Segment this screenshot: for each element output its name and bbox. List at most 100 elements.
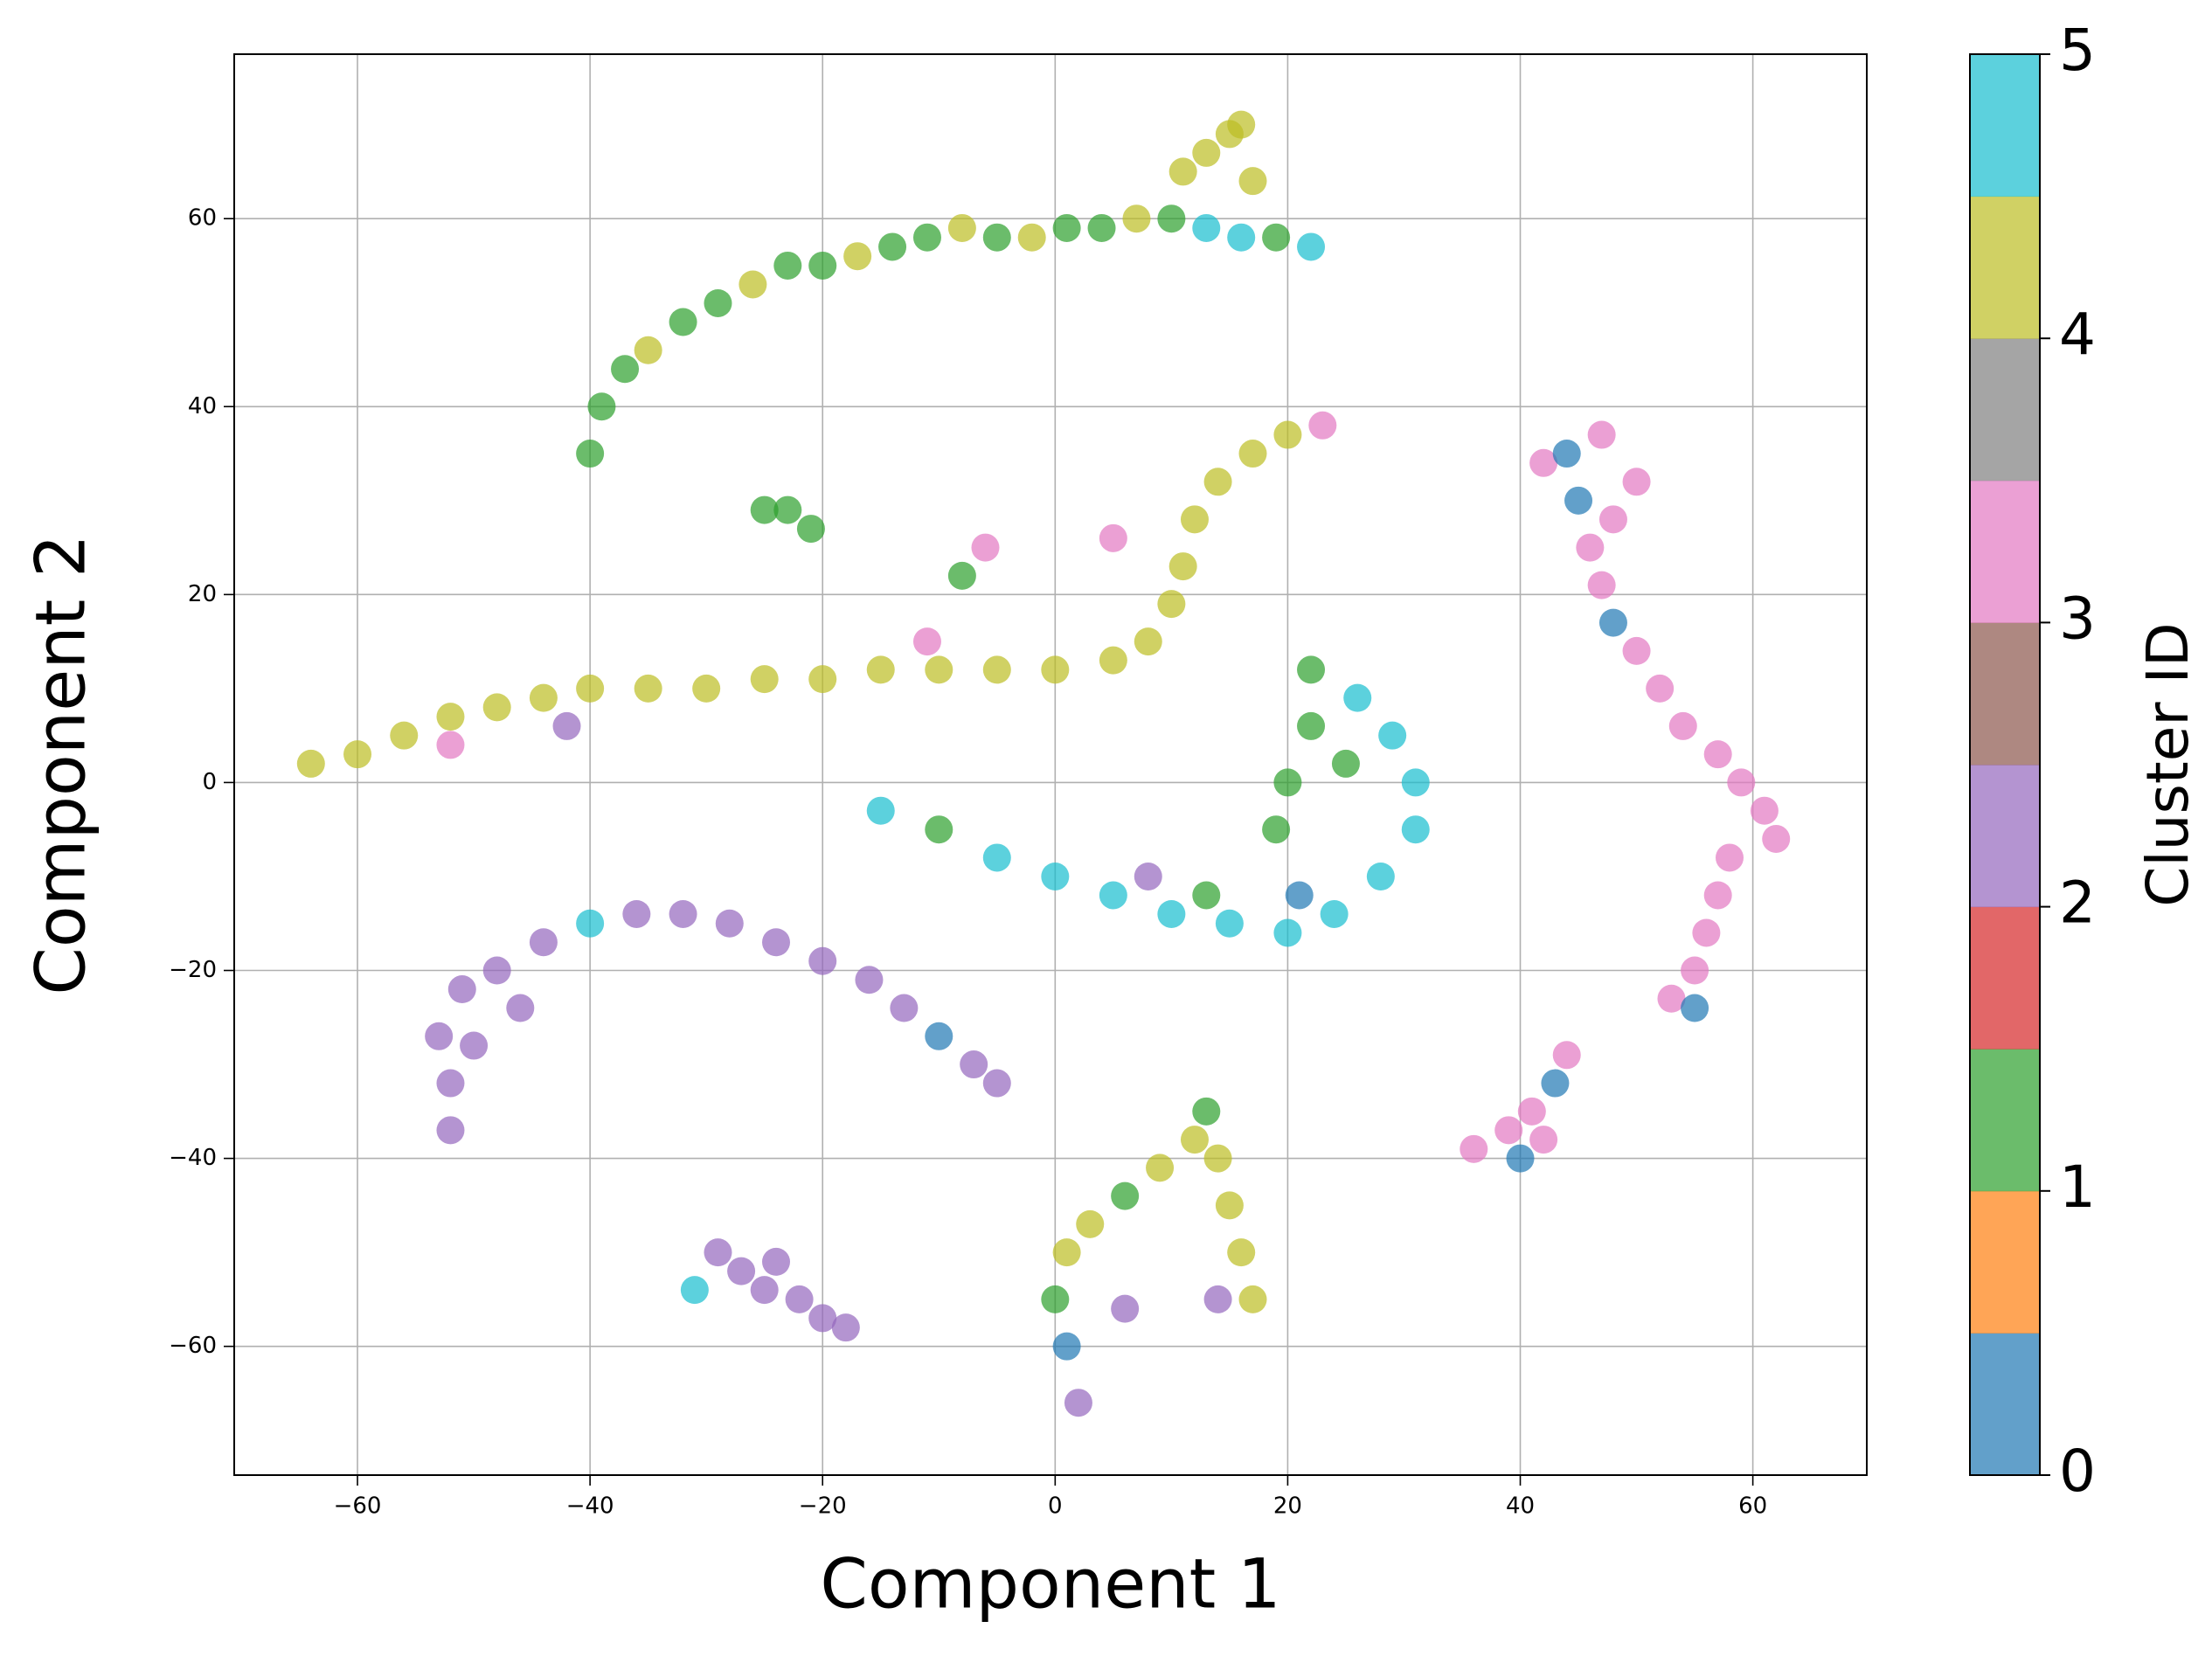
point — [611, 355, 640, 384]
point — [506, 994, 535, 1022]
point — [843, 242, 872, 271]
point — [1052, 1332, 1081, 1361]
point — [1703, 740, 1732, 769]
point — [1598, 505, 1627, 534]
point — [1401, 768, 1430, 797]
point — [750, 1276, 779, 1305]
point — [1541, 1069, 1570, 1098]
point — [982, 223, 1011, 252]
point — [296, 749, 325, 778]
point — [808, 1304, 837, 1333]
point — [762, 1247, 791, 1276]
point — [750, 665, 779, 694]
y-tick-label: −40 — [169, 1145, 217, 1171]
point — [727, 1257, 756, 1285]
y-axis-label: Component 2 — [22, 534, 101, 994]
x-tick-label: 40 — [1506, 1493, 1535, 1520]
point — [1180, 1126, 1209, 1154]
point — [1598, 608, 1627, 637]
colorbar-swatch — [1970, 1190, 2040, 1334]
point — [971, 533, 1000, 562]
colorbar-swatch — [1970, 622, 2040, 766]
point — [1238, 1285, 1267, 1313]
point — [925, 815, 953, 844]
point — [1494, 1116, 1523, 1145]
point — [1041, 1285, 1070, 1313]
point — [831, 1313, 860, 1342]
point — [866, 796, 895, 825]
colorbar-swatch — [1970, 54, 2040, 197]
point — [773, 251, 802, 280]
point — [762, 928, 791, 957]
point — [1099, 881, 1127, 910]
point — [1157, 899, 1186, 928]
point — [343, 740, 372, 769]
point — [925, 655, 953, 684]
point — [704, 1238, 732, 1267]
point — [1587, 571, 1616, 599]
point — [1192, 1097, 1221, 1126]
point — [1681, 956, 1709, 985]
point — [576, 674, 605, 703]
point — [669, 899, 697, 928]
colorbar-tick-label: 1 — [2059, 1154, 2096, 1221]
point — [1552, 440, 1581, 468]
point — [1646, 674, 1675, 703]
point — [1215, 909, 1244, 938]
point — [1192, 138, 1221, 167]
point — [1192, 881, 1221, 910]
point — [1343, 683, 1372, 712]
point — [436, 731, 465, 759]
point — [1052, 1238, 1081, 1267]
point — [482, 693, 511, 722]
point — [1692, 918, 1721, 947]
y-tick-label: −20 — [169, 957, 217, 983]
point — [576, 909, 605, 938]
point — [1273, 768, 1302, 797]
point — [622, 899, 651, 928]
point — [1273, 918, 1302, 947]
point — [1215, 1191, 1244, 1220]
point — [1576, 533, 1605, 562]
point — [390, 721, 419, 750]
point — [634, 336, 662, 364]
point — [576, 440, 605, 468]
point — [796, 515, 825, 544]
point — [1238, 440, 1267, 468]
point — [1227, 1238, 1256, 1267]
point — [436, 1069, 465, 1098]
point — [738, 270, 767, 299]
point — [890, 994, 919, 1022]
point — [1657, 984, 1686, 1013]
colorbar-tick-label: 3 — [2059, 585, 2096, 652]
point — [1668, 711, 1697, 740]
colorbar-tick-label: 0 — [2059, 1438, 2096, 1505]
colorbar-swatch — [1970, 338, 2040, 482]
point — [808, 946, 837, 975]
plot-frame — [233, 53, 1868, 1476]
x-tick-label: −40 — [566, 1493, 614, 1520]
point — [1727, 768, 1756, 797]
point — [587, 392, 616, 421]
x-tick-label: −60 — [334, 1493, 382, 1520]
point — [785, 1285, 814, 1313]
point — [552, 711, 581, 740]
point — [1262, 815, 1291, 844]
point — [855, 966, 884, 994]
point — [680, 1276, 709, 1305]
colorbar-tick-label: 4 — [2059, 301, 2096, 368]
y-tick-label: 0 — [202, 769, 217, 795]
point — [982, 843, 1011, 872]
point — [460, 1031, 489, 1060]
point — [1297, 655, 1326, 684]
point — [529, 683, 558, 712]
colorbar-swatch — [1970, 196, 2040, 339]
point — [1529, 448, 1558, 477]
point — [947, 213, 976, 242]
point — [1529, 1126, 1558, 1154]
point — [1168, 157, 1197, 186]
point — [669, 308, 697, 336]
colorbar-tick-label: 2 — [2059, 870, 2096, 937]
x-axis-label: Component 1 — [820, 1545, 1280, 1624]
